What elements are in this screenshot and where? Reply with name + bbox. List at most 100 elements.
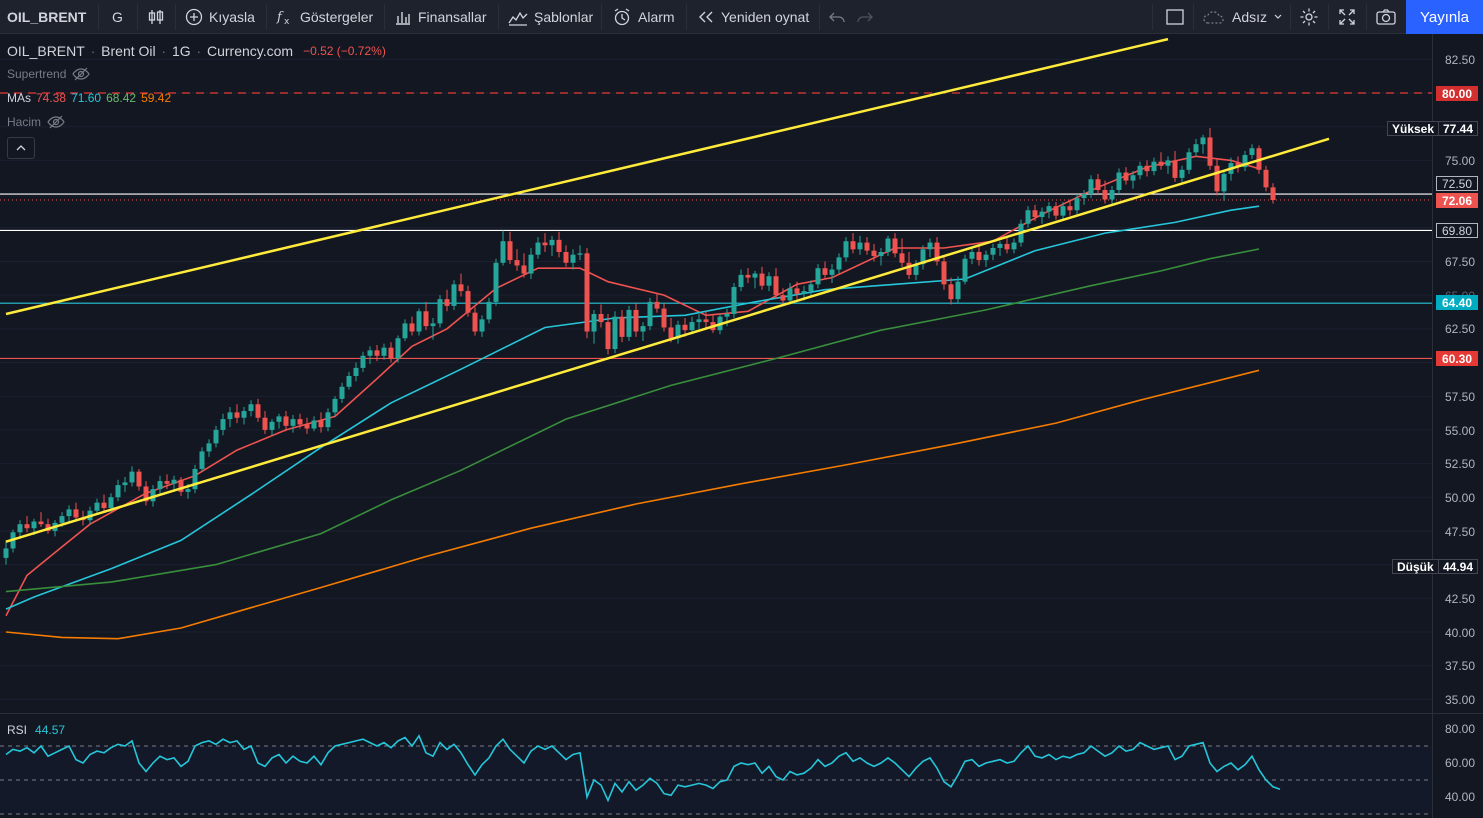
candle-body — [1165, 160, 1171, 166]
candle-body — [668, 327, 674, 339]
select-layout-button[interactable] — [1165, 0, 1185, 33]
eye-hidden-icon[interactable] — [72, 67, 91, 81]
candle-body — [864, 242, 870, 251]
financials-button[interactable]: Finansallar — [394, 0, 486, 33]
candle-body — [906, 262, 912, 275]
candle-body — [493, 262, 499, 302]
high-value: 77.44 — [1438, 121, 1479, 136]
candle-body — [255, 404, 261, 418]
candle-body — [192, 468, 198, 490]
toolbar-divider — [1152, 4, 1153, 30]
candle-body — [1095, 179, 1101, 191]
price-tick: 37.50 — [1444, 659, 1475, 673]
candle-body — [535, 242, 541, 255]
candle-body — [983, 254, 989, 261]
candle-body — [640, 326, 646, 332]
candle-body — [73, 509, 79, 518]
redo-button[interactable] — [856, 0, 874, 33]
interval-label: G — [112, 8, 123, 25]
candle-body — [1102, 190, 1108, 200]
candle-body — [1116, 172, 1122, 191]
mas-legend[interactable]: MAs 74.38 71.60 68.42 59.42 — [7, 91, 171, 105]
collapse-legend-button[interactable] — [7, 137, 35, 159]
compare-button[interactable]: Kıyasla — [185, 0, 255, 33]
fullscreen-button[interactable] — [1338, 0, 1356, 33]
ma-line — [5, 155, 1260, 617]
candle-body — [969, 252, 975, 259]
candle-body — [304, 424, 310, 429]
snapshot-button[interactable] — [1375, 0, 1397, 33]
symbol-search-button[interactable]: OIL_BRENT — [7, 0, 86, 33]
publish-button[interactable]: Yayınla — [1406, 0, 1483, 34]
mas-label: MAs — [7, 91, 31, 105]
candle-body — [703, 319, 709, 323]
price-chart[interactable] — [0, 34, 1483, 818]
rewind-icon — [699, 11, 713, 22]
channel-line — [5, 37, 1169, 316]
toolbar-divider — [601, 4, 602, 30]
candle-body — [766, 276, 772, 286]
toolbar-divider — [819, 4, 820, 30]
legend-interval: 1G — [171, 43, 191, 59]
candle-body — [346, 375, 352, 387]
candle-body — [276, 416, 282, 422]
candle-body — [563, 252, 569, 263]
candle-body — [430, 323, 436, 327]
candle-body — [878, 252, 884, 257]
candle-body — [444, 299, 450, 306]
toolbar-divider — [686, 4, 687, 30]
eye-hidden-icon[interactable] — [47, 115, 65, 129]
financials-label: Finansallar — [418, 8, 487, 25]
svg-text:f: f — [276, 10, 284, 25]
toolbar-divider — [266, 4, 267, 30]
candle-body — [948, 284, 954, 300]
price-tick: 82.50 — [1444, 53, 1475, 67]
candle-body — [339, 386, 345, 399]
alert-button[interactable]: Alarm — [612, 0, 675, 33]
volume-label: Hacim — [7, 115, 42, 129]
candle-body — [829, 269, 835, 275]
price-tick: 40.00 — [1444, 626, 1475, 640]
templates-icon — [508, 11, 528, 26]
templates-button[interactable]: Şablonlar — [508, 0, 593, 33]
chart-style-button[interactable] — [146, 0, 166, 33]
legend-change: −0.52 (−0.72%) — [303, 44, 386, 58]
candle-body — [129, 471, 135, 483]
candle-body — [808, 284, 814, 292]
interval-button[interactable]: G — [112, 0, 123, 33]
candle-body — [234, 412, 240, 418]
settings-button[interactable] — [1299, 0, 1319, 33]
candle-body — [381, 347, 387, 356]
volume-legend[interactable]: Hacim — [7, 115, 65, 129]
candle-body — [584, 253, 590, 332]
rsi-tick: 80.00 — [1444, 722, 1475, 736]
candle-body — [682, 324, 688, 331]
candle-body — [927, 242, 933, 250]
ma-line — [5, 369, 1260, 640]
level-tag-69-80: 69.80 — [1436, 223, 1478, 238]
toolbar-divider — [137, 4, 138, 30]
supertrend-legend[interactable]: Supertrend — [7, 67, 91, 81]
toolbar-divider — [175, 4, 176, 30]
candle-body — [325, 412, 331, 428]
candle-body — [269, 421, 275, 430]
candle-body — [220, 419, 226, 430]
candle-body — [164, 481, 170, 484]
ma20-value: 74.38 — [36, 91, 67, 105]
candle-body — [843, 241, 849, 258]
rsi-tick: 60.00 — [1444, 756, 1475, 770]
candle-body — [451, 284, 457, 306]
layout-name-button[interactable]: Adsız — [1202, 0, 1283, 33]
replay-button[interactable]: Yeniden oynat — [697, 0, 809, 33]
candle-body — [598, 313, 604, 323]
candle-body — [1130, 175, 1136, 181]
candle-body — [500, 241, 506, 263]
undo-button[interactable] — [828, 0, 846, 33]
candle-body — [836, 257, 842, 270]
price-tick: 35.00 — [1444, 693, 1475, 707]
candle-body — [1186, 152, 1192, 170]
candle-body — [542, 242, 548, 246]
rsi-legend[interactable]: RSI 44.57 — [7, 723, 65, 737]
symbol-legend[interactable]: OIL_BRENT · Brent Oil · 1G · Currency.co… — [7, 43, 386, 59]
